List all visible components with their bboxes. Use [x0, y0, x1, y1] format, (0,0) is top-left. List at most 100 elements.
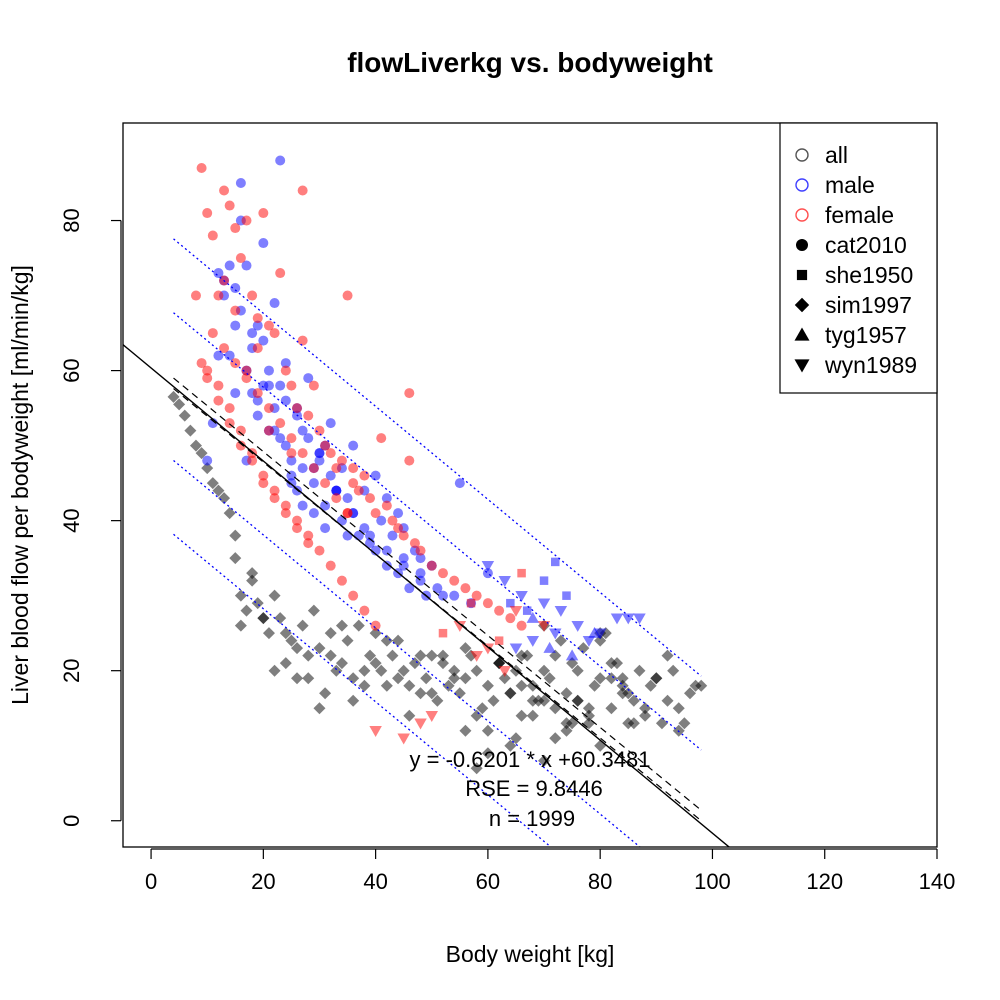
data-point — [605, 657, 618, 670]
data-point — [330, 664, 343, 677]
data-point — [246, 567, 259, 580]
data-point — [189, 439, 202, 452]
data-point — [341, 634, 354, 647]
data-point — [482, 598, 493, 609]
rse-label: RSE = 9.8446 — [465, 776, 603, 801]
data-point — [235, 440, 246, 451]
data-point — [324, 649, 337, 662]
legend-marker — [795, 208, 809, 222]
data-point — [414, 687, 427, 700]
data-point — [219, 185, 230, 196]
data-point — [415, 568, 426, 579]
data-point — [195, 447, 208, 460]
data-point — [571, 694, 584, 707]
data-point — [348, 478, 359, 489]
data-point — [230, 388, 241, 399]
data-point — [258, 335, 269, 346]
data-point — [325, 560, 336, 571]
data-point — [526, 611, 540, 623]
data-point — [218, 492, 231, 505]
data-point — [235, 425, 246, 436]
data-point — [380, 634, 393, 647]
series-male-triangle-up — [526, 611, 601, 661]
data-point — [538, 694, 551, 707]
legend-label: she1950 — [825, 262, 913, 288]
data-point — [409, 538, 420, 549]
data-point — [453, 620, 467, 632]
data-point — [241, 365, 252, 376]
data-point — [280, 395, 291, 406]
data-point — [302, 649, 315, 662]
data-point — [449, 590, 460, 601]
data-point — [571, 664, 584, 677]
data-point — [342, 290, 353, 301]
data-point — [504, 739, 517, 752]
data-point — [196, 358, 207, 369]
legend-marker — [796, 239, 808, 251]
data-point — [415, 553, 426, 564]
data-point — [380, 679, 393, 692]
data-point — [314, 545, 325, 556]
data-point — [280, 358, 291, 369]
data-point — [538, 754, 551, 767]
data-point — [454, 478, 465, 489]
data-point — [554, 605, 568, 617]
data-point — [414, 649, 427, 662]
legend-marker — [794, 327, 810, 341]
data-point — [230, 320, 241, 331]
data-point — [593, 628, 607, 640]
data-point — [314, 455, 325, 466]
data-point — [397, 733, 410, 745]
data-point — [257, 612, 270, 625]
data-point — [414, 718, 427, 730]
equation-label: y = -0.6201 * x +60.3481 — [410, 747, 651, 772]
data-point — [639, 702, 652, 715]
data-point — [213, 395, 224, 406]
data-point — [449, 575, 460, 586]
legend-marker — [795, 178, 809, 192]
data-point — [460, 583, 471, 594]
data-point — [470, 650, 483, 662]
data-point — [280, 508, 291, 519]
data-point — [359, 470, 370, 481]
data-point — [471, 590, 482, 601]
data-point — [297, 448, 308, 459]
data-point — [537, 620, 551, 632]
data-point — [358, 679, 371, 692]
data-point — [190, 290, 201, 301]
data-point — [279, 627, 292, 640]
series-male-square — [506, 557, 571, 615]
legend-item-sim1997: sim1997 — [794, 292, 912, 318]
data-point — [509, 605, 523, 617]
x-tick-label: 120 — [806, 869, 843, 894]
data-point — [235, 253, 246, 264]
data-point — [470, 709, 483, 722]
data-point — [230, 283, 241, 294]
y-tick-label: 40 — [59, 508, 84, 532]
data-point — [487, 694, 500, 707]
legend-item-wyn1989: wyn1989 — [794, 352, 917, 378]
data-point — [201, 462, 214, 475]
data-point — [230, 223, 241, 234]
data-point — [470, 762, 483, 775]
data-point — [258, 470, 269, 481]
data-point — [320, 440, 331, 451]
data-point — [319, 687, 332, 700]
data-point — [297, 463, 308, 474]
data-point — [331, 485, 342, 496]
data-point — [202, 365, 213, 376]
data-point — [381, 500, 392, 511]
data-point — [498, 666, 511, 677]
data-point — [224, 403, 235, 414]
axes-layer: 0 20 40 60 80 100 120 140 0 20 40 60 80 — [59, 208, 955, 894]
data-point — [258, 478, 269, 489]
legend: all male female cat2010 she1950 sim1997 tyg195… — [779, 122, 938, 394]
data-point — [627, 694, 640, 707]
data-point — [207, 230, 218, 241]
data-point — [303, 433, 314, 444]
data-point — [307, 604, 320, 617]
data-point — [213, 350, 224, 361]
data-point — [286, 448, 297, 459]
data-point — [314, 448, 325, 459]
data-point — [506, 598, 515, 608]
